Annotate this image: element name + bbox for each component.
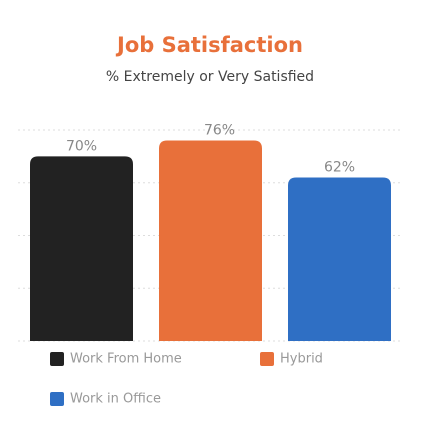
legend-label: Work in Office [70,392,161,407]
legend-swatch [260,352,274,366]
chart-title: Job Satisfaction [115,33,303,57]
value-label: 76% [204,123,235,139]
legend-swatch [50,392,64,406]
chart-subtitle: % Extremely or Very Satisfied [106,69,314,85]
value-label: 70% [66,138,97,154]
bar [159,140,262,341]
legend-swatch [50,352,64,366]
bar [30,156,133,341]
value-label: 62% [324,159,355,175]
legend-label: Hybrid [280,352,323,367]
bar [288,177,391,341]
legend-label: Work From Home [70,352,182,367]
